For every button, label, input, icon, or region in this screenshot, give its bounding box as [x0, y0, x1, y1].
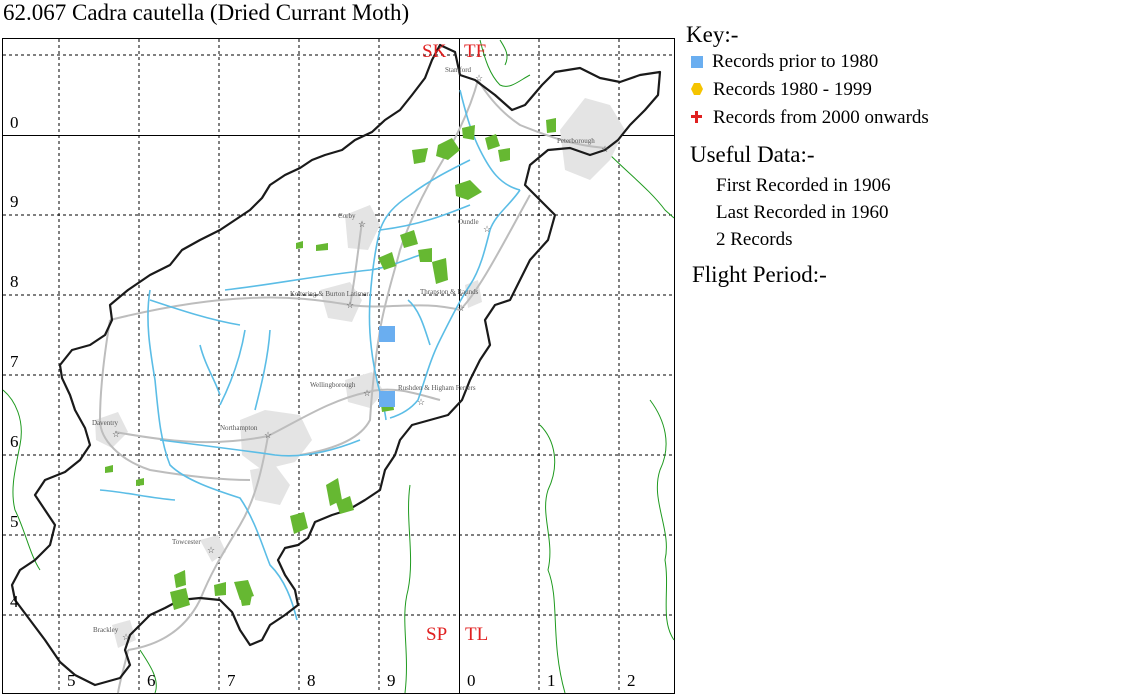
town-star-icon: ☆: [358, 219, 366, 229]
page-title: 62.067 Cadra cautella (Dried Currant Mot…: [3, 0, 410, 25]
grid-square-label: TF: [464, 41, 486, 62]
easting-label: 5: [67, 671, 76, 690]
easting-label: 6: [147, 671, 156, 690]
flight-period-title: Flight Period:-: [692, 262, 827, 287]
grid-square-labels: SK TF SP TL: [422, 41, 488, 645]
external-boundaries: [2, 39, 675, 694]
easting-label: 9: [387, 671, 396, 690]
last-recorded-text: Last Recorded in 1960: [716, 202, 889, 223]
first-recorded-text: First Recorded in 1906: [716, 175, 891, 196]
town-star-icon: ☆: [457, 303, 465, 313]
easting-label: 2: [627, 671, 636, 690]
grid-square-label: SP: [426, 624, 447, 645]
key-item-1980-1999: Records 1980 - 1999: [690, 79, 872, 101]
easting-label: 8: [307, 671, 316, 690]
town-star-icon: ☆: [346, 300, 354, 310]
town-label: Daventry: [92, 419, 119, 427]
rivers: [99, 89, 521, 621]
town-label: Brackley: [93, 626, 119, 634]
town-label: Stamford: [445, 66, 472, 74]
town-markers: Stamford ☆ Peterborough ☆ Corby ☆ Oundle…: [92, 66, 609, 642]
grid-square-label: SK: [422, 41, 447, 62]
key-title: Key:-: [686, 22, 739, 47]
town-star-icon: ☆: [122, 632, 130, 642]
woodland: [105, 118, 556, 610]
town-label: Wellingborough: [310, 381, 356, 389]
yellow-hexagon-icon: [690, 82, 704, 96]
key-item-pre-1980: Records prior to 1980: [690, 51, 878, 73]
map-frame: [2, 38, 675, 694]
town-label: Oundle: [458, 218, 479, 226]
easting-labels: 5 6 7 8 9 0 1 2: [67, 671, 636, 690]
record-pre-1980-marker[interactable]: [379, 326, 395, 342]
northing-label: 0: [10, 113, 19, 132]
easting-label: 7: [227, 671, 236, 690]
northing-label: 5: [10, 512, 19, 531]
northing-label: 6: [10, 432, 19, 451]
town-label: Kettering & Burton Latimer: [290, 290, 369, 298]
records: [379, 326, 395, 407]
town-label: Rushden & Higham Ferrers: [398, 384, 476, 392]
town-label: Peterborough: [557, 137, 595, 145]
blue-square-icon: [691, 56, 703, 68]
northing-label: 9: [10, 192, 19, 211]
key-item-2000-onwards: Records from 2000 onwards: [690, 107, 929, 129]
town-star-icon: ☆: [264, 430, 272, 440]
town-star-icon: ☆: [112, 429, 120, 439]
urban-areas: [95, 98, 625, 648]
town-label: Thrapston & Raunds: [420, 288, 479, 296]
red-cross-icon: [690, 110, 704, 124]
town-star-icon: ☆: [483, 224, 491, 234]
town-star-icon: ☆: [207, 545, 215, 555]
town-star-icon: ☆: [363, 388, 371, 398]
town-star-icon: ☆: [417, 397, 425, 407]
town-label: Towcester: [172, 538, 201, 546]
useful-data-title: Useful Data:-: [690, 142, 815, 167]
easting-label: 1: [547, 671, 556, 690]
grid-square-label: TL: [465, 624, 488, 645]
easting-label: 0: [467, 671, 476, 690]
northing-label: 7: [10, 352, 19, 371]
key-item-label: Records from 2000 onwards: [713, 107, 929, 128]
minor-grid: [3, 39, 674, 693]
town-label: Northampton: [220, 424, 258, 432]
key-item-label: Records 1980 - 1999: [713, 79, 872, 100]
town-star-icon: ☆: [601, 144, 609, 154]
key-item-label: Records prior to 1980: [712, 51, 879, 72]
northing-labels: 0 9 8 7 6 5 4: [10, 113, 19, 611]
record-count-text: 2 Records: [716, 229, 793, 250]
town-label: Corby: [338, 212, 356, 220]
county-boundary: [10, 43, 662, 687]
town-star-icon: ☆: [475, 73, 483, 83]
record-pre-1980-marker[interactable]: [379, 391, 395, 407]
northing-label: 8: [10, 272, 19, 291]
northing-label: 4: [10, 592, 19, 611]
